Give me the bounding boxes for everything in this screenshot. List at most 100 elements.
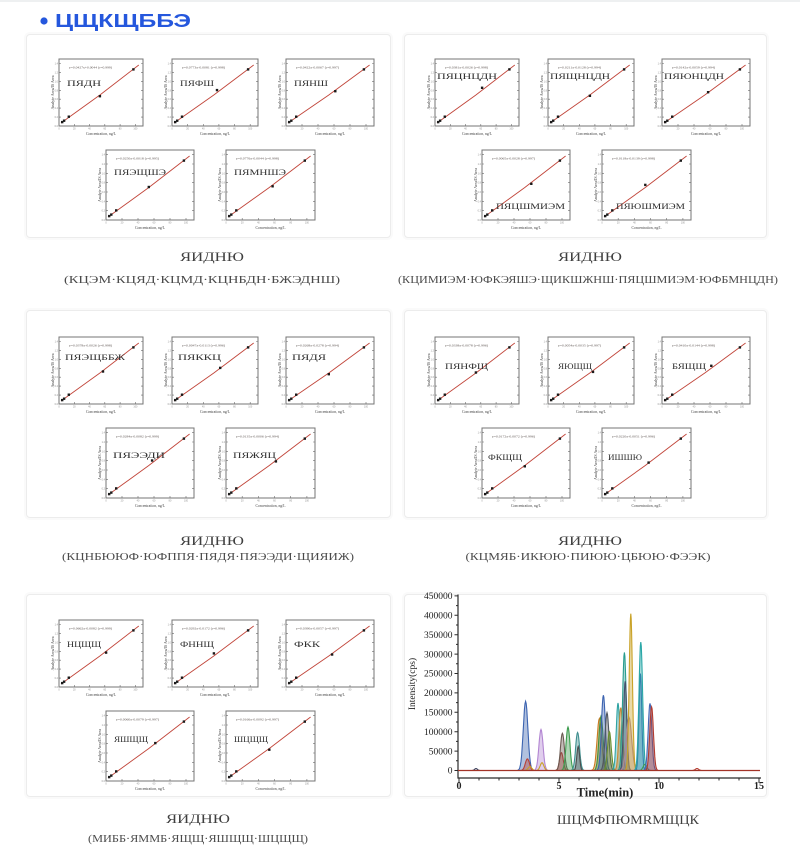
svg-text:20: 20 xyxy=(301,405,304,408)
svg-text:0.4: 0.4 xyxy=(282,385,286,388)
svg-text:450000: 450000 xyxy=(424,592,453,602)
svg-text:40: 40 xyxy=(317,688,320,691)
svg-text:60: 60 xyxy=(218,688,221,691)
svg-text:0: 0 xyxy=(171,688,173,691)
svg-text:Concentration, ng/L: Concentration, ng/L xyxy=(576,131,606,137)
svg-text:0: 0 xyxy=(225,221,227,224)
svg-text:0: 0 xyxy=(547,405,549,408)
svg-text:0.0: 0.0 xyxy=(55,403,59,406)
svg-text:y=0.0166x-0.0092 (r=0.997): y=0.0166x-0.0092 (r=0.997) xyxy=(236,718,279,722)
svg-text:20: 20 xyxy=(121,782,124,785)
svg-text:0.4: 0.4 xyxy=(55,668,59,671)
svg-text:ПЯЩНЦДН: ПЯЩНЦДН xyxy=(550,71,611,81)
svg-text:1.2: 1.2 xyxy=(222,441,226,444)
svg-text:20: 20 xyxy=(677,405,680,408)
svg-text:100: 100 xyxy=(248,127,253,130)
svg-text:0.8: 0.8 xyxy=(282,89,286,92)
svg-text:0.4: 0.4 xyxy=(478,200,482,203)
svg-text:y=0.0172x-0.0072 (r=0.996): y=0.0172x-0.0072 (r=0.996) xyxy=(492,435,535,439)
svg-text:0.8: 0.8 xyxy=(222,743,226,746)
svg-text:0.8: 0.8 xyxy=(478,460,482,463)
svg-text:80: 80 xyxy=(665,221,668,224)
svg-text:Concentration, ng/L: Concentration, ng/L xyxy=(632,503,662,509)
svg-text:40: 40 xyxy=(137,499,140,502)
svg-text:100: 100 xyxy=(133,127,138,130)
svg-text:Concentration, ng/L: Concentration, ng/L xyxy=(691,409,721,415)
svg-text:0.6: 0.6 xyxy=(658,376,662,379)
svg-text:0.6: 0.6 xyxy=(544,376,548,379)
svg-text:Analyte Area/IS Area: Analyte Area/IS Area xyxy=(278,75,282,109)
svg-text:0.0: 0.0 xyxy=(168,686,172,689)
svg-text:ФКЩЩ: ФКЩЩ xyxy=(488,452,522,462)
svg-text:1.0: 1.0 xyxy=(658,358,662,361)
svg-text:0.0: 0.0 xyxy=(431,125,435,128)
svg-text:0.6: 0.6 xyxy=(598,469,602,472)
svg-text:ЯИДНЮ: ЯИДНЮ xyxy=(166,811,230,826)
svg-text:0: 0 xyxy=(58,405,60,408)
svg-text:1.2: 1.2 xyxy=(282,71,286,74)
svg-text:0.2: 0.2 xyxy=(102,771,106,774)
svg-text:0.8: 0.8 xyxy=(598,182,602,185)
svg-text:0.6: 0.6 xyxy=(478,469,482,472)
svg-text:100: 100 xyxy=(133,688,138,691)
svg-text:80: 80 xyxy=(119,688,122,691)
svg-text:15: 15 xyxy=(754,781,764,792)
svg-text:80: 80 xyxy=(289,782,292,785)
svg-text:1.0: 1.0 xyxy=(168,641,172,644)
svg-text:(КЦИМИЭМ·ЮФКЭЯШЭ·ЩИКШЖНШ·ПЯЦШМ: (КЦИМИЭМ·ЮФКЭЯШЭ·ЩИКШЖНШ·ПЯЦШМИЭМ·ЮФБМНЦ… xyxy=(398,275,778,286)
svg-text:ПЯФШ: ПЯФШ xyxy=(180,78,214,88)
svg-text:80: 80 xyxy=(349,405,352,408)
svg-text:1.2: 1.2 xyxy=(282,349,286,352)
svg-text:0.0: 0.0 xyxy=(55,125,59,128)
svg-text:1.0: 1.0 xyxy=(544,80,548,83)
svg-text:60: 60 xyxy=(529,499,532,502)
svg-text:(МИББ·ЯММБ·ЯЩЩ·ЯШЩЩ·ШЦЩЩ): (МИББ·ЯММБ·ЯЩЩ·ЯШЩЩ·ШЦЩЩ) xyxy=(88,834,308,845)
svg-text:y=0.0220x-0.0051 (r=0.996): y=0.0220x-0.0051 (r=0.996) xyxy=(612,435,655,439)
svg-text:ПЯДЯ: ПЯДЯ xyxy=(292,352,326,362)
svg-text:0.8: 0.8 xyxy=(222,182,226,185)
svg-text:80: 80 xyxy=(169,221,172,224)
svg-text:60: 60 xyxy=(594,127,597,130)
svg-text:0.0: 0.0 xyxy=(544,125,548,128)
svg-text:0.2: 0.2 xyxy=(478,488,482,491)
svg-text:20: 20 xyxy=(617,499,620,502)
svg-text:80: 80 xyxy=(545,221,548,224)
svg-text:1.0: 1.0 xyxy=(478,450,482,453)
svg-text:1.4: 1.4 xyxy=(598,432,602,435)
svg-text:Concentration, ng/L: Concentration, ng/L xyxy=(256,503,286,509)
svg-text:1.0: 1.0 xyxy=(102,450,106,453)
svg-text:0.8: 0.8 xyxy=(168,650,172,653)
svg-text:1.4: 1.4 xyxy=(282,624,286,627)
svg-text:ЯИДНЮ: ЯИДНЮ xyxy=(558,249,622,264)
svg-text:0.4: 0.4 xyxy=(478,478,482,481)
svg-text:100: 100 xyxy=(681,221,686,224)
svg-text:1.0: 1.0 xyxy=(168,358,172,361)
svg-text:40: 40 xyxy=(257,221,260,224)
svg-text:80: 80 xyxy=(233,127,236,130)
svg-text:0.4: 0.4 xyxy=(282,107,286,110)
svg-text:y=0.0047x-0.0113 (r=0.996): y=0.0047x-0.0113 (r=0.996) xyxy=(182,344,225,348)
svg-text:60: 60 xyxy=(218,127,221,130)
svg-text:ПЯЭЩББЖ: ПЯЭЩББЖ xyxy=(65,352,125,362)
svg-text:ПЯЭЭДИ: ПЯЭЭДИ xyxy=(113,450,166,460)
svg-text:0.4: 0.4 xyxy=(658,385,662,388)
svg-text:Analyte Area/IS Area: Analyte Area/IS Area xyxy=(594,446,598,480)
svg-text:80: 80 xyxy=(233,405,236,408)
svg-text:1.2: 1.2 xyxy=(168,632,172,635)
svg-text:60: 60 xyxy=(649,499,652,502)
svg-text:0: 0 xyxy=(547,127,549,130)
svg-text:1.2: 1.2 xyxy=(102,163,106,166)
svg-text:40: 40 xyxy=(202,127,205,130)
svg-text:0: 0 xyxy=(481,499,483,502)
svg-text:80: 80 xyxy=(725,405,728,408)
svg-text:0.8: 0.8 xyxy=(431,367,435,370)
svg-text:250000: 250000 xyxy=(424,670,453,680)
svg-text:80: 80 xyxy=(725,127,728,130)
svg-text:0.8: 0.8 xyxy=(544,89,548,92)
svg-text:10: 10 xyxy=(654,781,664,792)
svg-text:100: 100 xyxy=(681,499,686,502)
svg-text:Time(min): Time(min) xyxy=(577,786,634,800)
svg-text:100000: 100000 xyxy=(424,728,453,738)
svg-text:1.4: 1.4 xyxy=(102,154,106,157)
svg-text:0.0: 0.0 xyxy=(544,403,548,406)
